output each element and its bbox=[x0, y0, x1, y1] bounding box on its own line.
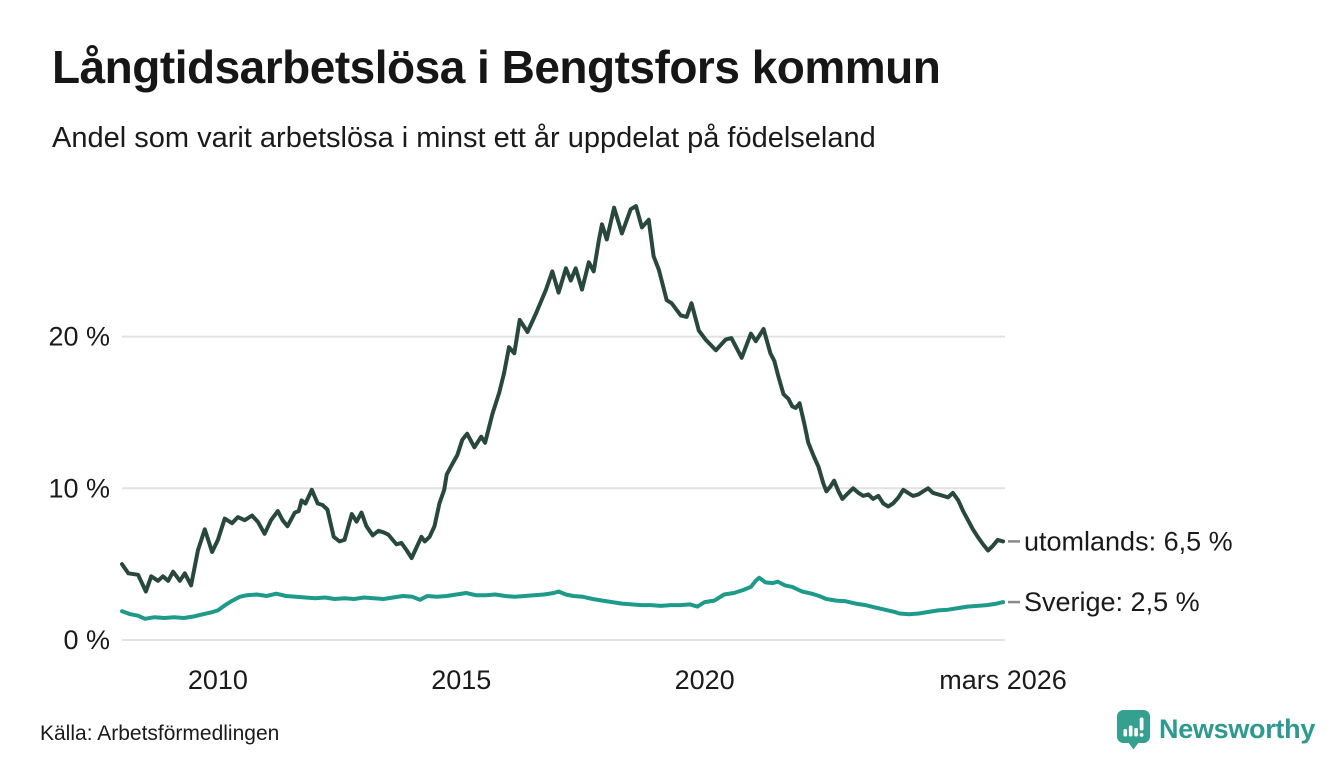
x-tick-label: 2015 bbox=[431, 665, 491, 695]
series-end-label-Sverige: Sverige: 2,5 % bbox=[1024, 587, 1200, 617]
series-end-label-utomlands: utomlands: 6,5 % bbox=[1024, 526, 1233, 556]
newsworthy-logo-text: Newsworthy bbox=[1159, 714, 1316, 744]
source-note: Källa: Arbetsförmedlingen bbox=[40, 722, 280, 745]
newsworthy-pin-icon bbox=[1117, 710, 1150, 750]
y-tick-label: 0 % bbox=[63, 625, 110, 655]
newsworthy-logo: Newsworthy bbox=[1116, 709, 1315, 750]
series-line-Sverige bbox=[120, 575, 1006, 621]
series-line-utomlands bbox=[120, 204, 1006, 594]
page-subtitle: Andel som varit arbetslösa i minst ett å… bbox=[52, 122, 876, 154]
x-tick-label: 2020 bbox=[675, 665, 735, 695]
x-tick-label: mars 2026 bbox=[939, 665, 1067, 695]
page-title: Långtidsarbetslösa i Bengtsfors kommun bbox=[52, 41, 941, 93]
y-tick-label: 10 % bbox=[48, 473, 110, 503]
y-tick-label: 20 % bbox=[48, 322, 110, 352]
x-tick-label: 2010 bbox=[188, 665, 248, 695]
